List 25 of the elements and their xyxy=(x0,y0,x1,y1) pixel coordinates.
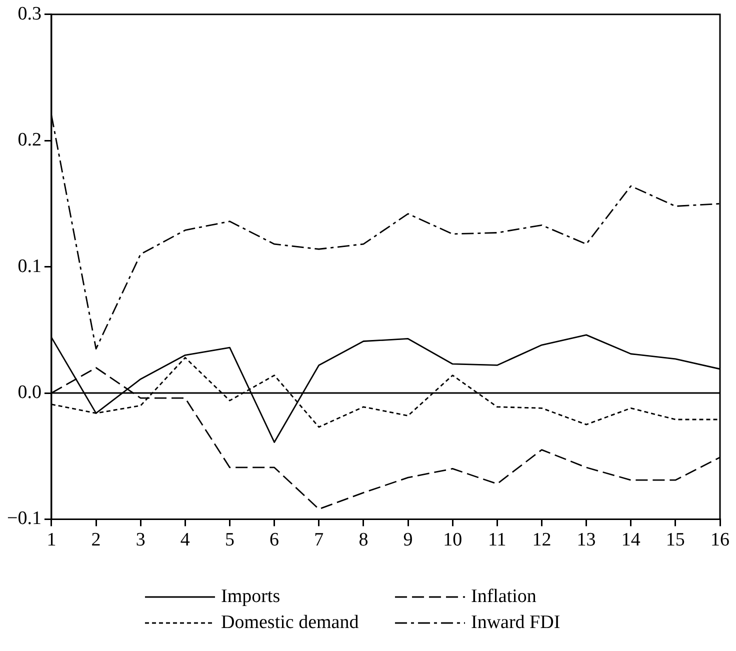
x-tick-label: 6 xyxy=(270,530,280,551)
x-tick-label: 8 xyxy=(358,530,368,551)
y-tick-label: 0.3 xyxy=(18,3,42,24)
x-tick-label: 13 xyxy=(576,530,596,551)
legend-label: Imports xyxy=(221,586,280,608)
x-tick-label: 9 xyxy=(403,530,413,551)
x-tick-label: 12 xyxy=(532,530,552,551)
x-tick-label: 15 xyxy=(666,530,685,551)
legend-label: Domestic demand xyxy=(221,612,359,634)
x-tick-label: 11 xyxy=(488,530,506,551)
y-tick-label: 0.1 xyxy=(18,256,42,277)
x-tick-label: 14 xyxy=(621,530,641,551)
x-tick-label: 4 xyxy=(180,530,190,551)
y-tick-label: 0.2 xyxy=(18,130,42,151)
x-tick-label: 3 xyxy=(136,530,146,551)
legend-label: Inflation xyxy=(471,586,536,608)
x-tick-label: 5 xyxy=(224,530,234,551)
x-tick-label: 2 xyxy=(91,530,101,551)
x-tick-label: 16 xyxy=(710,530,730,551)
y-tick-label: 0.0 xyxy=(18,382,42,403)
legend-label: Inward FDI xyxy=(471,612,560,634)
x-tick-label: 1 xyxy=(46,530,56,551)
y-tick-label: −0.1 xyxy=(6,508,42,530)
x-tick-label: 7 xyxy=(314,530,324,551)
x-tick-label: 10 xyxy=(443,530,462,551)
